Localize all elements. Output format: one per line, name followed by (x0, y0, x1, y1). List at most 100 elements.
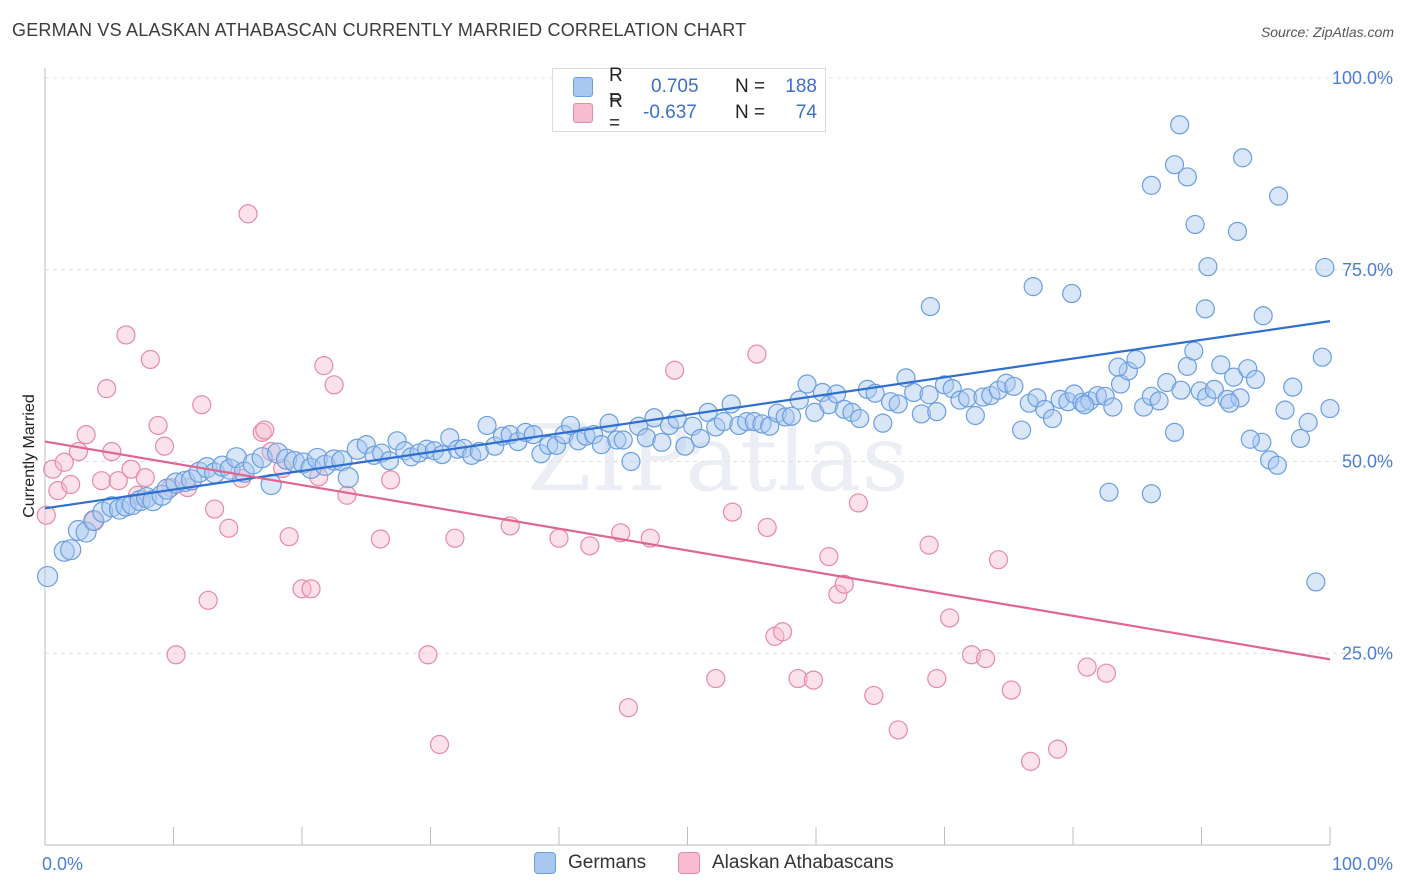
data-point (1224, 367, 1244, 387)
data-point (67, 519, 90, 542)
data-point (1198, 257, 1218, 277)
data-point (706, 668, 726, 689)
data-point (76, 425, 96, 445)
data-point (539, 435, 559, 455)
data-point (75, 521, 97, 543)
data-point (1220, 393, 1240, 413)
data-point (301, 579, 321, 599)
source-credit: Source: ZipAtlas.com (1260, 24, 1394, 40)
data-point (337, 485, 357, 505)
data-point (1315, 257, 1335, 278)
y-tick-label: 75.0% (1342, 260, 1393, 280)
data-point (1320, 398, 1340, 419)
series-alaskan-athabascans (36, 204, 1117, 771)
data-point (445, 528, 465, 548)
data-point (97, 379, 117, 399)
data-point (1141, 484, 1161, 504)
data-point (665, 360, 685, 380)
data-point (797, 374, 817, 394)
data-point (1027, 388, 1047, 408)
data-point (1126, 349, 1146, 370)
data-point (1283, 377, 1303, 397)
data-point (613, 430, 633, 450)
data-point (292, 452, 314, 474)
data-point (60, 539, 82, 561)
data-point (683, 416, 703, 436)
data-point (1023, 277, 1043, 297)
data-point (1204, 379, 1224, 400)
data-point (1185, 214, 1205, 235)
data-point (618, 698, 638, 718)
data-point (812, 382, 833, 403)
data-point (803, 670, 824, 690)
data-point (834, 399, 854, 419)
data-point (584, 425, 604, 445)
data-point (135, 468, 155, 488)
data-point (819, 395, 839, 415)
data-point (652, 432, 672, 452)
axes (44, 68, 1331, 846)
data-point (379, 451, 399, 471)
data-point (469, 441, 489, 462)
data-point (1306, 572, 1326, 592)
data-point (53, 540, 75, 562)
data-point (690, 428, 710, 449)
data-point (381, 470, 401, 490)
data-point (1047, 739, 1068, 759)
data-point (1268, 186, 1289, 206)
data-point (927, 668, 947, 689)
data-point (1267, 455, 1287, 475)
legend-n-label: N = (735, 76, 766, 97)
data-point (747, 344, 767, 364)
data-point (1050, 389, 1070, 409)
data-point (1077, 657, 1097, 677)
data-point (1096, 663, 1117, 683)
legend-label-germans: Germans (568, 852, 647, 873)
data-point (43, 459, 63, 479)
data-point (911, 404, 931, 424)
data-point (61, 474, 81, 495)
data-point (636, 428, 656, 448)
data-point (834, 574, 854, 594)
data-point (1227, 221, 1248, 241)
data-point (356, 435, 376, 455)
data-point (737, 412, 757, 432)
data-point (36, 505, 56, 525)
data-point (337, 467, 359, 489)
data-point (927, 402, 947, 422)
stats-legend: R = 0.705 N = 188 R = -0.637 N = 74 (552, 65, 826, 134)
data-point (477, 415, 497, 436)
data-point (429, 734, 450, 755)
legend-row-germans: R = 0.705 N = 188 (573, 65, 817, 108)
data-point (904, 382, 924, 403)
y-tick-label: 100.0% (1332, 68, 1393, 88)
data-point (260, 473, 282, 496)
legend-r-value: -0.637 (643, 102, 697, 123)
data-point (1298, 412, 1318, 432)
data-point (1001, 680, 1021, 700)
data-point (252, 422, 272, 442)
data-point (919, 385, 939, 405)
data-point (1074, 395, 1095, 415)
data-point (988, 550, 1009, 570)
legend-n-value: 74 (795, 102, 817, 123)
data-point (775, 407, 795, 427)
data-point (440, 428, 460, 448)
data-point (1164, 422, 1185, 442)
data-point (752, 414, 772, 434)
data-point (1290, 428, 1311, 449)
trend-line (44, 440, 1331, 661)
data-point (1170, 115, 1190, 135)
legend-r-value: 0.705 (651, 76, 699, 97)
data-point (1240, 429, 1260, 449)
data-point (370, 529, 390, 549)
data-point (713, 412, 734, 432)
data-point (1118, 361, 1138, 381)
legend-swatch-alaskan-athabascans (678, 852, 700, 874)
data-point (1141, 175, 1161, 195)
data-point (275, 448, 298, 470)
data-point (940, 608, 960, 628)
legend-n-label: N = (735, 102, 766, 123)
data-point (180, 469, 203, 491)
